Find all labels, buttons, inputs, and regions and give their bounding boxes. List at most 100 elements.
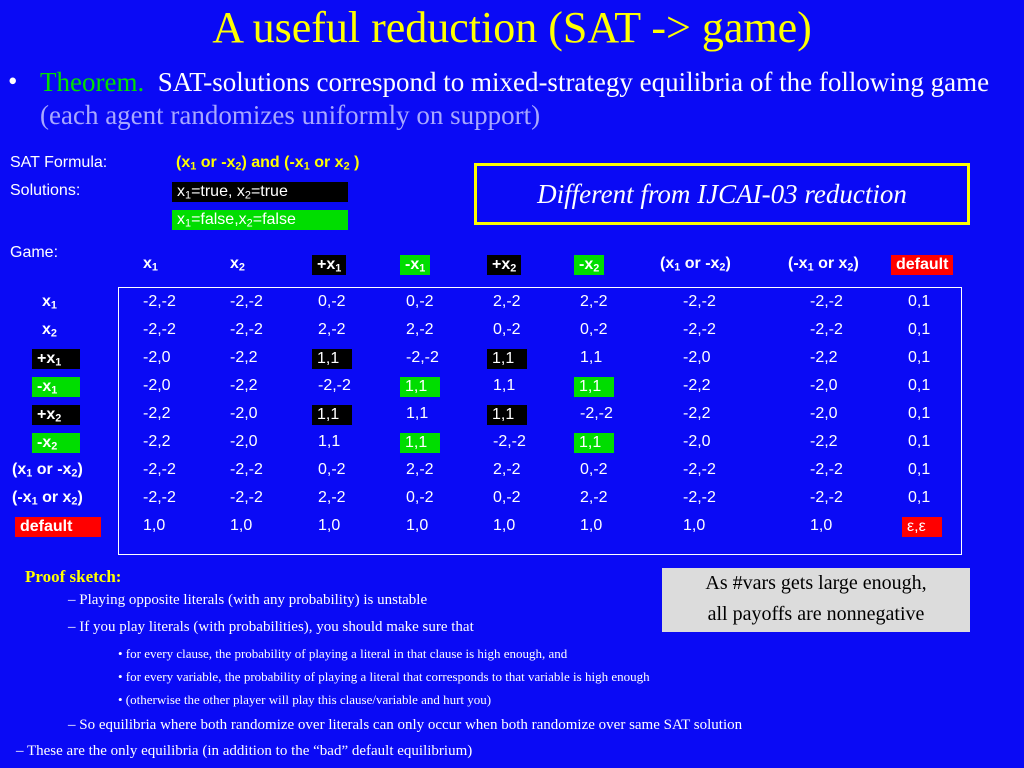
text-part: (-x bbox=[788, 255, 808, 272]
payoff-cell: -2,2 bbox=[143, 405, 171, 422]
payoff-cell: 1,0 bbox=[406, 517, 429, 534]
text-part: or x bbox=[309, 154, 344, 171]
proof-line: • for every clause, the probability of p… bbox=[118, 646, 568, 661]
payoff-cell: -2,-2 bbox=[143, 461, 176, 478]
payoff-cell: -2,2 bbox=[143, 433, 171, 450]
text-part: =false bbox=[252, 211, 296, 228]
row-header: +x1 bbox=[32, 349, 80, 369]
payoff-cell: -2,-2 bbox=[810, 293, 843, 310]
payoff-cell: 0,1 bbox=[908, 461, 931, 478]
text-part: x bbox=[230, 255, 239, 272]
payoff-cell: 0,-2 bbox=[580, 321, 608, 338]
proof-heading: Proof sketch: bbox=[25, 567, 122, 586]
payoff-cell: 0,-2 bbox=[580, 461, 608, 478]
payoff-cell: -2,0 bbox=[683, 433, 711, 450]
payoff-cell: 2,-2 bbox=[318, 489, 346, 506]
payoff-cell: 1,1 bbox=[487, 349, 527, 369]
text-part: +x bbox=[492, 256, 511, 273]
text-part: default bbox=[20, 518, 73, 535]
payoff-cell: -2,2 bbox=[810, 349, 838, 366]
subscript: 1 bbox=[51, 384, 58, 397]
proof-line: • (otherwise the other player will play … bbox=[118, 692, 492, 707]
column-header: +x1 bbox=[312, 255, 347, 275]
payoff-cell: 1,1 bbox=[312, 349, 352, 369]
subscript: 1 bbox=[674, 261, 681, 274]
payoff-cell: 1,0 bbox=[318, 517, 341, 534]
payoff-cell: -2,2 bbox=[230, 377, 258, 394]
solutions-label: Solutions: bbox=[10, 182, 81, 199]
payoff-cell: 0,1 bbox=[908, 321, 931, 338]
text-part: +x bbox=[37, 406, 56, 423]
payoff-cell: -2,-2 bbox=[230, 321, 263, 338]
payoff-cell: -2,-2 bbox=[683, 321, 716, 338]
payoff-cell: 1,1 bbox=[493, 377, 516, 394]
payoff-cell: -2,0 bbox=[810, 405, 838, 422]
text-part: -x bbox=[579, 256, 594, 273]
payoff-cell: 1,0 bbox=[683, 517, 706, 534]
text-part: =false,x bbox=[191, 211, 247, 228]
payoff-cell: -2,0 bbox=[683, 349, 711, 366]
payoff-cell: ε,ε bbox=[902, 517, 942, 537]
subscript: 2 bbox=[71, 495, 78, 508]
text-part: x bbox=[177, 211, 185, 228]
text-part: or -x bbox=[196, 154, 236, 171]
payoff-cell: -2,-2 bbox=[683, 461, 716, 478]
payoff-cell: 1,1 bbox=[318, 433, 341, 450]
payoff-cell: 1,0 bbox=[580, 517, 603, 534]
column-header: default bbox=[891, 255, 954, 275]
payoff-cell: -2,-2 bbox=[493, 433, 526, 450]
text-part: ) bbox=[725, 255, 731, 272]
proof-line: • for every variable, the probability of… bbox=[118, 669, 650, 684]
payoff-cell: 2,-2 bbox=[580, 489, 608, 506]
text-part: +x bbox=[37, 350, 56, 367]
payoff-cell: 1,1 bbox=[400, 377, 440, 397]
payoff-cell: -2,0 bbox=[143, 377, 171, 394]
payoff-cell: -2,-2 bbox=[143, 293, 176, 310]
subscript: 2 bbox=[246, 217, 253, 230]
text-part: -x bbox=[37, 434, 52, 451]
payoff-cell: -2,-2 bbox=[810, 489, 843, 506]
row-header: -x1 bbox=[32, 377, 80, 397]
text-part: =true, x bbox=[191, 183, 245, 200]
payoff-cell: -2,-2 bbox=[683, 489, 716, 506]
payoff-cell: 2,-2 bbox=[406, 321, 434, 338]
row-header: default bbox=[15, 517, 101, 537]
payoff-cell: -2,-2 bbox=[810, 321, 843, 338]
bullet-marker: • bbox=[8, 66, 18, 96]
subscript: 2 bbox=[593, 262, 600, 275]
text-part: x bbox=[42, 293, 51, 310]
text-part: ) bbox=[77, 461, 83, 478]
text-part: or -x bbox=[680, 255, 720, 272]
subscript: 1 bbox=[31, 495, 38, 508]
game-label: Game: bbox=[10, 244, 59, 261]
payoff-cell: 1,1 bbox=[312, 405, 352, 425]
payoff-cell: -2,-2 bbox=[318, 377, 351, 394]
payoff-cell: -2,2 bbox=[683, 377, 711, 394]
payoff-cell: 2,-2 bbox=[406, 461, 434, 478]
payoff-cell: -2,-2 bbox=[810, 461, 843, 478]
subscript: 1 bbox=[419, 262, 426, 275]
solution: x1=false,x2=false bbox=[172, 210, 348, 230]
subscript: 1 bbox=[50, 299, 57, 312]
payoff-cell: 0,-2 bbox=[493, 321, 521, 338]
subscript: 2 bbox=[719, 261, 726, 274]
row-header: x2 bbox=[42, 321, 57, 339]
subscript: 1 bbox=[26, 467, 33, 480]
payoff-cell: -2,2 bbox=[810, 433, 838, 450]
payoff-cell: 2,-2 bbox=[493, 461, 521, 478]
column-header: x1 bbox=[143, 255, 158, 273]
column-header: +x2 bbox=[487, 255, 522, 275]
payoff-cell: 0,-2 bbox=[318, 293, 346, 310]
payoff-cell: 0,1 bbox=[908, 377, 931, 394]
slide-title: A useful reduction (SAT -> game) bbox=[212, 3, 812, 52]
payoff-cell: 0,-2 bbox=[406, 489, 434, 506]
subscript: 1 bbox=[807, 261, 814, 274]
payoff-cell: 0,1 bbox=[908, 489, 931, 506]
payoff-cell: 0,-2 bbox=[406, 293, 434, 310]
payoff-cell: 0,-2 bbox=[493, 489, 521, 506]
text-part: default bbox=[896, 256, 949, 273]
row-header: x1 bbox=[42, 293, 57, 311]
payoff-cell: 1,1 bbox=[574, 433, 614, 453]
text-part: ) and (-x bbox=[241, 154, 304, 171]
